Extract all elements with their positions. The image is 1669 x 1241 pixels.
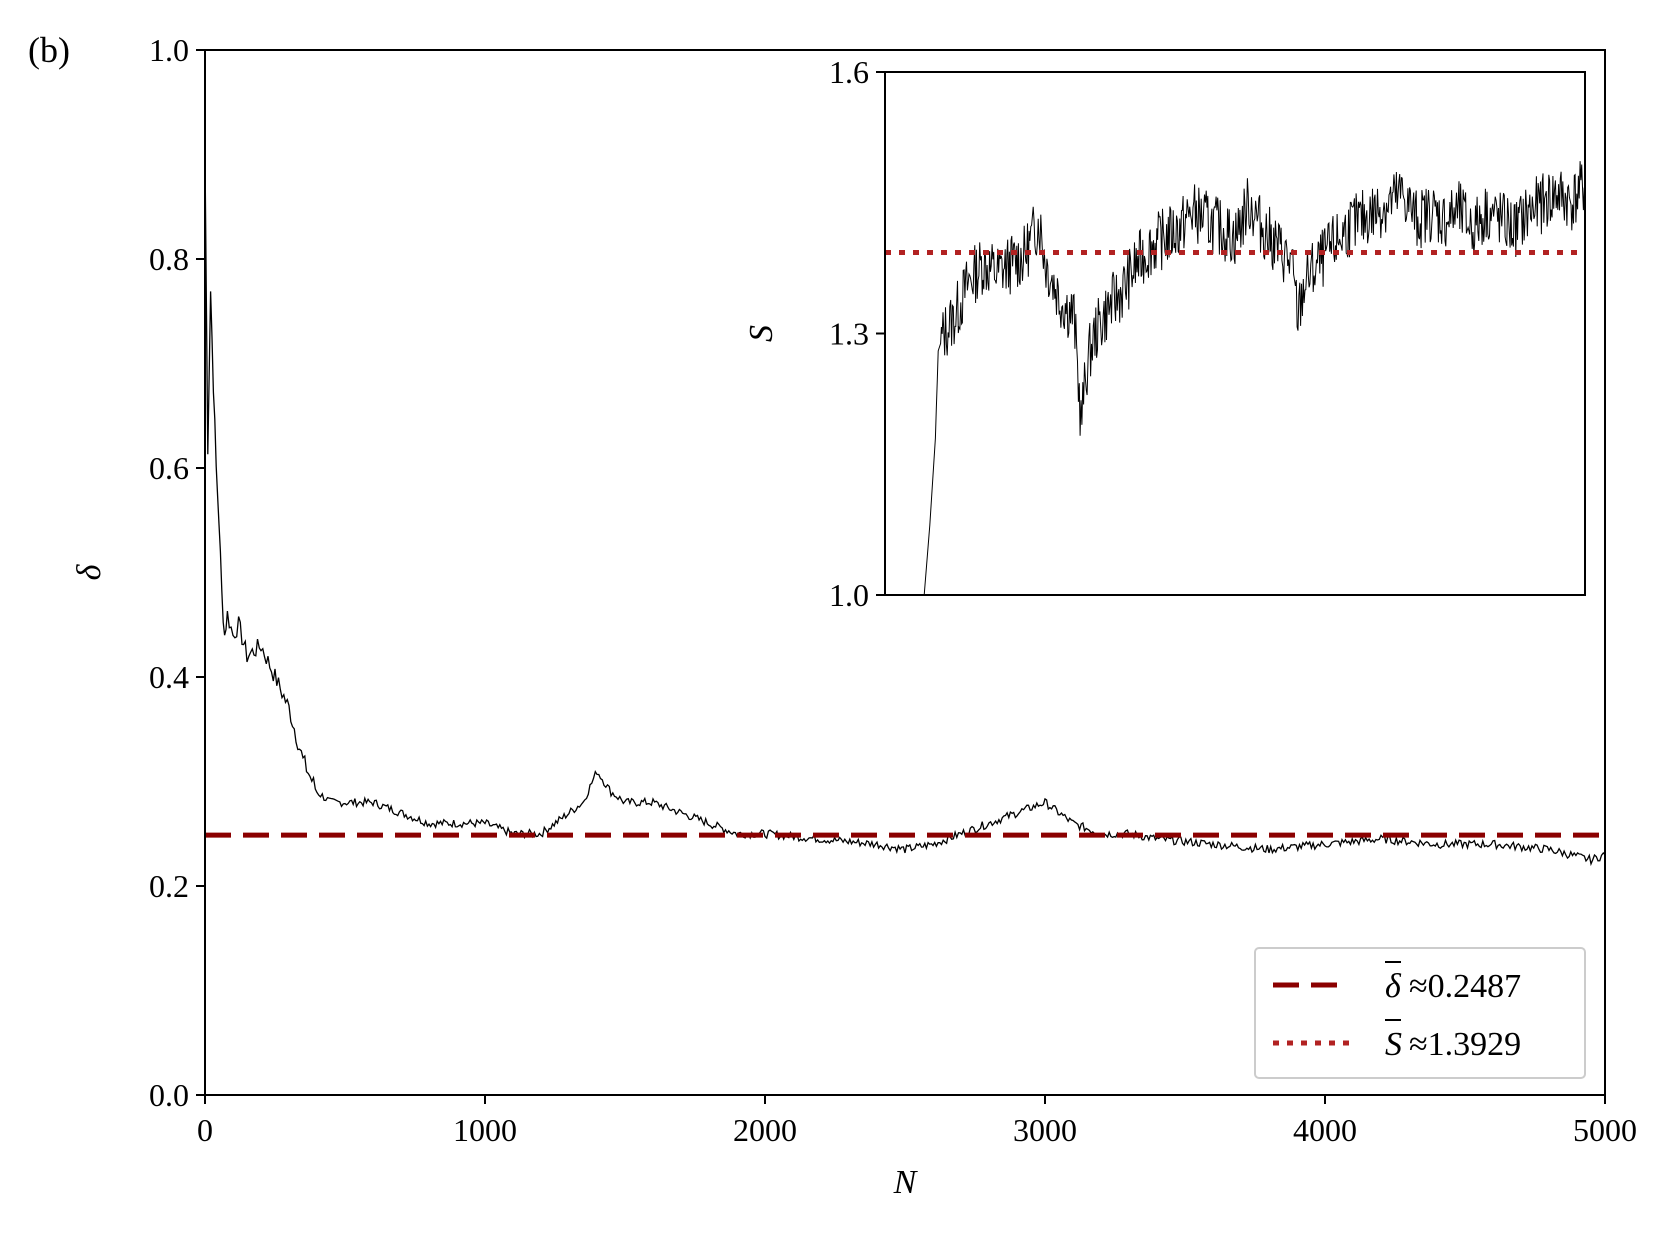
inset-background	[885, 72, 1585, 595]
x-tick-label: 4000	[1293, 1112, 1357, 1148]
x-tick-label: 3000	[1013, 1112, 1077, 1148]
inset-series-line	[923, 161, 1586, 596]
inset-plot: 1.0 1.3 1.6 S	[743, 54, 1586, 613]
x-axis-label: N	[893, 1164, 919, 1201]
y-tick-label: 0.6	[149, 450, 189, 486]
y-tick-label: 0.2	[149, 868, 189, 904]
y-tick-label: 0.4	[149, 659, 189, 695]
main-x-axis: 0 1000 2000 3000 4000 5000	[197, 1095, 1637, 1148]
main-plot-frame	[204, 49, 1606, 1096]
inset-y-axis-label: S	[743, 325, 780, 342]
y-tick-label: 0.8	[149, 241, 189, 277]
main-plot: 0 1000 2000 3000 4000 5000 0.0 0.2 0.4 0.6 0.8 1.0…	[71, 32, 1637, 1201]
legend-label: ≈0.2487	[1409, 968, 1521, 1005]
main-series-line	[204, 185, 1606, 867]
inset-y-tick-label: 1.6	[829, 54, 869, 90]
x-tick-label: 2000	[733, 1112, 797, 1148]
x-tick-label: 5000	[1573, 1112, 1637, 1148]
inset-series-layer	[923, 161, 1586, 596]
panel-label: (b)	[28, 30, 70, 70]
inset-y-tick-label: 1.3	[829, 316, 869, 352]
main-series-layer	[204, 185, 1606, 867]
legend-symbol: δ	[1385, 968, 1402, 1005]
inset-y-axis: 1.0 1.3 1.6	[829, 54, 885, 613]
y-tick-label: 1.0	[149, 32, 189, 68]
y-axis-label: δ	[71, 563, 108, 580]
legend-symbol: S	[1385, 1026, 1402, 1063]
x-tick-label: 1000	[453, 1112, 517, 1148]
y-tick-label: 0.0	[149, 1077, 189, 1113]
legend-box	[1254, 947, 1586, 1079]
x-tick-label: 0	[197, 1112, 213, 1148]
legend-label: ≈1.3929	[1409, 1026, 1521, 1063]
inset-y-tick-label: 1.0	[829, 577, 869, 613]
main-y-axis: 0.0 0.2 0.4 0.6 0.8 1.0	[149, 32, 205, 1113]
